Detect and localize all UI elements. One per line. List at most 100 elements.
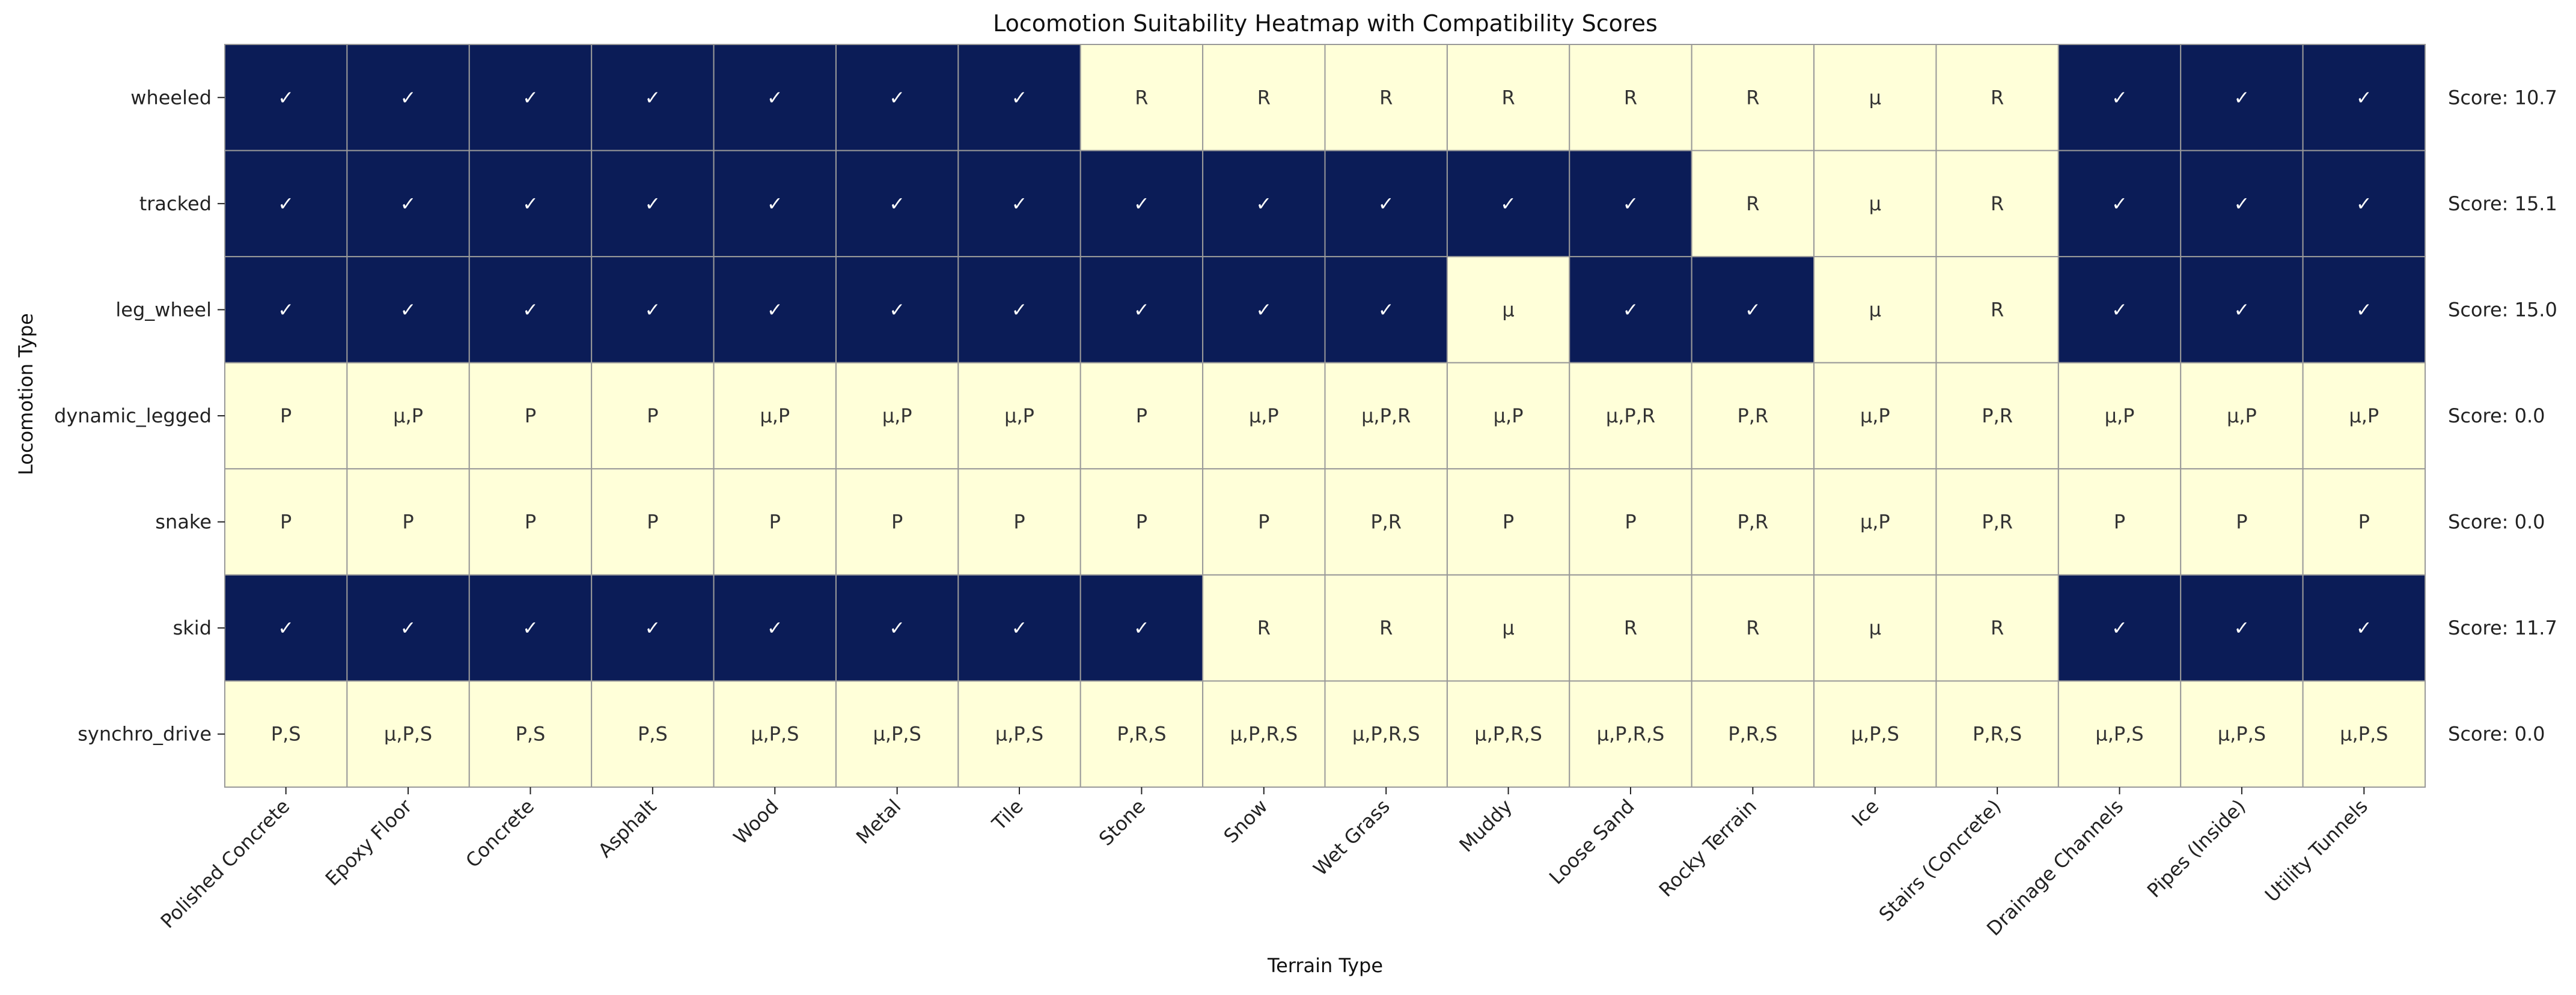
cell-label: ✓ — [889, 616, 905, 639]
heatmap-cell — [1446, 680, 1570, 788]
heatmap-cell — [2180, 256, 2304, 364]
heatmap-cell — [713, 44, 837, 151]
y-tick-label: dynamic_legged — [54, 404, 212, 427]
cell-label: ✓ — [1745, 298, 1761, 321]
cell-label: ✓ — [1012, 616, 1028, 639]
cell-label: ✓ — [889, 86, 905, 109]
heatmap-cell — [591, 680, 715, 788]
cell-label: ✓ — [2356, 616, 2372, 639]
cell-label: μ,P — [2227, 404, 2257, 427]
x-tick-label: Metal — [852, 795, 905, 848]
heatmap-cell — [346, 44, 470, 151]
x-tick-label: Wet Grass — [1309, 795, 1394, 880]
x-tick-label: Tile — [987, 795, 1027, 835]
heatmap-cell — [957, 574, 1081, 682]
x-tick-label: Drainage Channels — [1982, 795, 2128, 940]
cell-label: P,R,S — [1117, 723, 1166, 746]
cell-label: ✓ — [400, 192, 417, 215]
cell-label: μ — [1502, 298, 1514, 321]
cell-label: P — [1258, 511, 1269, 534]
cell-label: R — [1746, 616, 1759, 639]
x-tick-label: Ice — [1848, 795, 1884, 831]
heatmap-cell — [1691, 44, 1815, 151]
y-tick-label: tracked — [139, 192, 212, 215]
cell-label: ✓ — [2234, 86, 2250, 109]
heatmap-cell — [468, 44, 593, 151]
cell-label: ✓ — [1256, 192, 1272, 215]
heatmap-cell — [1569, 44, 1692, 151]
heatmap-cell — [835, 256, 959, 364]
heatmap-cell — [713, 680, 837, 788]
cell-label: R — [1257, 86, 1271, 109]
cell-label: μ,P,S — [2340, 723, 2388, 746]
heatmap-cell — [713, 150, 837, 258]
cell-label: ✓ — [1134, 298, 1150, 321]
cell-label: R — [1991, 616, 2004, 639]
heatmap-cell — [713, 468, 837, 576]
x-tick-label: Concrete — [461, 795, 539, 872]
cell-label: μ,P,S — [873, 723, 921, 746]
cell-label: ✓ — [1500, 192, 1516, 215]
cell-label: P — [280, 404, 291, 427]
heatmap-cell — [1813, 468, 1937, 576]
cell-label: P — [525, 511, 536, 534]
score-label: Score: 0.0 — [2448, 404, 2545, 427]
heatmap-cell — [2302, 150, 2426, 258]
cell-label: R — [1991, 298, 2004, 321]
heatmap-cell — [224, 44, 348, 151]
cell-label: R — [1379, 86, 1393, 109]
cell-label: P,R — [1738, 511, 1769, 534]
cell-label: μ,P — [1004, 404, 1034, 427]
heatmap-cell — [1446, 468, 1570, 576]
heatmap-cell — [468, 468, 593, 576]
heatmap-cell — [713, 362, 837, 470]
cell-label: ✓ — [644, 86, 661, 109]
cell-label: ✓ — [2234, 192, 2250, 215]
cell-label: ✓ — [2234, 616, 2250, 639]
cell-label: ✓ — [644, 298, 661, 321]
heatmap-cell — [1202, 150, 1326, 258]
cell-label: ✓ — [2111, 616, 2128, 639]
heatmap-cell — [468, 150, 593, 258]
x-tick-label: Utility Tunnels — [2260, 795, 2372, 907]
heatmap-cell — [1813, 574, 1937, 682]
y-tick-label: snake — [155, 511, 212, 534]
cell-label: ✓ — [1012, 86, 1028, 109]
cell-label: ✓ — [522, 86, 539, 109]
cell-label: μ,P,S — [1851, 723, 1899, 746]
heatmap-cell — [1079, 44, 1204, 151]
cell-label: ✓ — [522, 298, 539, 321]
heatmap-cell — [1079, 680, 1204, 788]
x-tick-label: Polished Concrete — [156, 795, 295, 933]
cell-label: μ,P — [2105, 404, 2135, 427]
score-label: Score: 0.0 — [2448, 723, 2545, 746]
heatmap-cell — [957, 256, 1081, 364]
cell-label: ✓ — [644, 192, 661, 215]
cell-label: μ — [1869, 616, 1881, 639]
heatmap-cell — [1691, 680, 1815, 788]
heatmap-cell — [224, 362, 348, 470]
heatmap-cell — [835, 574, 959, 682]
cell-label: R — [1624, 86, 1637, 109]
cell-label: R — [1257, 616, 1271, 639]
heatmap-cell — [1813, 44, 1937, 151]
heatmap-cell — [1813, 362, 1937, 470]
cell-label: ✓ — [278, 192, 294, 215]
heatmap-cell — [2302, 256, 2426, 364]
heatmap-cell — [2180, 44, 2304, 151]
cell-label: μ — [1869, 298, 1881, 321]
cell-label: ✓ — [2356, 298, 2372, 321]
heatmap-cell — [1569, 362, 1692, 470]
cell-label: ✓ — [889, 192, 905, 215]
cell-label: ✓ — [1012, 298, 1028, 321]
cell-label: ✓ — [400, 86, 417, 109]
cell-label: μ,P — [2349, 404, 2379, 427]
cell-label: ✓ — [2111, 298, 2128, 321]
cell-label: P — [2114, 511, 2125, 534]
cell-label: ✓ — [400, 616, 417, 639]
heatmap-cell — [1935, 256, 2059, 364]
heatmap-cell — [835, 44, 959, 151]
heatmap-cell — [224, 574, 348, 682]
cell-label: ✓ — [1378, 298, 1394, 321]
